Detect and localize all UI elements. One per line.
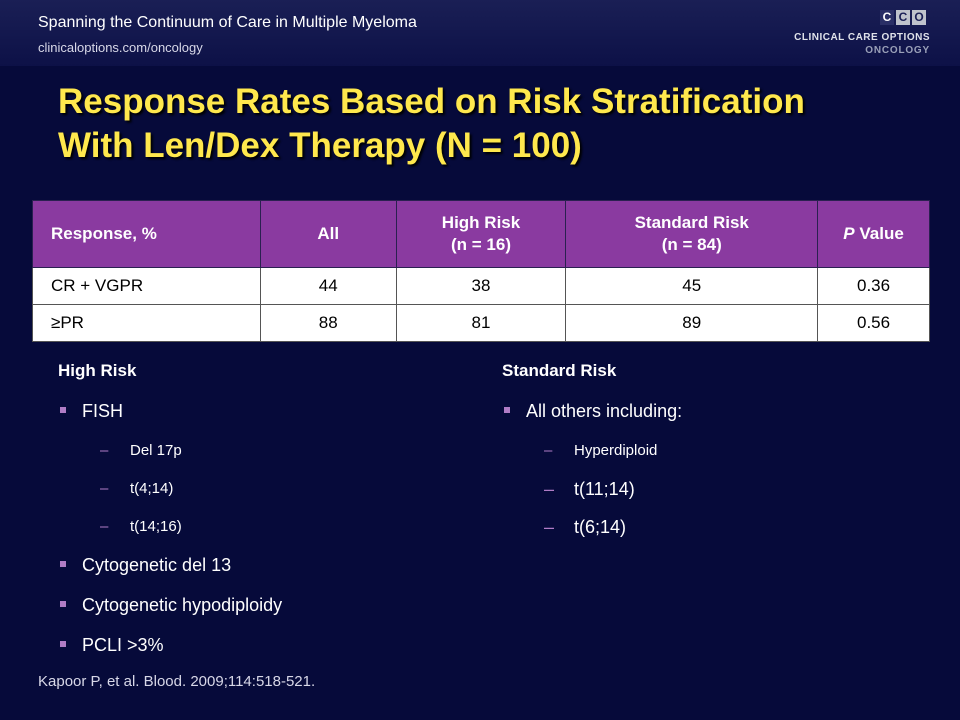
dash-bullet-icon: – (100, 442, 109, 459)
logo-box-2: C (896, 10, 910, 25)
square-bullet-icon (60, 561, 66, 567)
bullet-item: All others including: (502, 398, 922, 424)
bullet-text: All others including: (526, 401, 683, 421)
square-bullet-icon (60, 407, 66, 413)
sub-bullet-item: – t(6;14) (502, 516, 922, 538)
table-cell: 45 (565, 267, 819, 305)
table-cell: CR + VGPR (32, 267, 261, 305)
table-cell: 81 (395, 304, 567, 342)
slide-title-line-2: With Len/Dex Therapy (N = 100) (58, 126, 582, 165)
sub-bullet-text: t(4;14) (130, 480, 174, 497)
column-header-p-value: P Value (817, 200, 930, 268)
table-cell: 44 (259, 267, 397, 305)
table-cell: 88 (259, 304, 397, 342)
square-bullet-icon (504, 407, 510, 413)
table-row: CR + VGPR 44 38 45 0.36 (32, 267, 930, 305)
clinical-care-options-logo: C C O CLINICAL CARE OPTIONS ONCOLOGY (794, 10, 934, 60)
sub-bullet-text: t(6;14) (574, 517, 627, 537)
logo-letter-boxes: C C O (880, 10, 926, 25)
bullet-item: FISH (58, 398, 478, 424)
column-header-high-risk-n: (n = 16) (451, 235, 511, 254)
table-header-row: Response, % All High Risk (n = 16) Stand… (32, 200, 930, 268)
slide-title-line-1: Response Rates Based on Risk Stratificat… (58, 82, 805, 121)
table-cell: 0.56 (817, 304, 930, 342)
column-header-standard-risk-label: Standard Risk (634, 213, 749, 232)
table-cell: 89 (565, 304, 819, 342)
column-header-high-risk: High Risk (n = 16) (395, 200, 567, 268)
sub-bullet-item: – t(14;16) (58, 516, 478, 538)
column-header-p-italic: P (843, 224, 855, 243)
column-header-high-risk-label: High Risk (441, 213, 521, 232)
logo-box-1: C (880, 10, 894, 25)
website-url: clinicaloptions.com/oncology (38, 40, 203, 55)
presentation-title: Spanning the Continuum of Care in Multip… (38, 14, 417, 31)
sub-bullet-text: Hyperdiploid (574, 442, 658, 459)
table-cell: ≥PR (32, 304, 261, 342)
dash-bullet-icon: – (544, 517, 555, 537)
table-cell: 0.36 (817, 267, 930, 305)
standard-risk-heading: Standard Risk (502, 361, 617, 380)
sub-bullet-item: – Del 17p (58, 440, 478, 462)
column-header-all: All (259, 200, 397, 268)
slide-title: Response Rates Based on Risk Stratificat… (58, 80, 938, 168)
sub-bullet-text: t(11;14) (574, 479, 635, 499)
bullet-text: Cytogenetic hypodiploidy (82, 595, 283, 615)
dash-bullet-icon: – (100, 518, 109, 535)
bullet-item: Cytogenetic del 13 (58, 552, 478, 578)
logo-text-secondary: ONCOLOGY (865, 45, 930, 56)
dash-bullet-icon: – (544, 479, 555, 499)
response-rates-table: Response, % All High Risk (n = 16) Stand… (32, 200, 930, 342)
column-header-standard-risk-n: (n = 84) (661, 235, 722, 254)
bullet-text: FISH (82, 401, 124, 421)
bullet-text: PCLI >3% (82, 635, 164, 655)
square-bullet-icon (60, 601, 66, 607)
sub-bullet-item: – t(11;14) (502, 478, 922, 500)
sub-bullet-item: – Hyperdiploid (502, 440, 922, 462)
logo-text-primary: CLINICAL CARE OPTIONS (794, 32, 930, 43)
dash-bullet-icon: – (544, 442, 553, 459)
sub-bullet-item: – t(4;14) (58, 478, 478, 500)
bullet-text: Cytogenetic del 13 (82, 555, 232, 575)
column-header-response-label: Response, % (51, 224, 157, 243)
table-cell: 38 (395, 267, 567, 305)
square-bullet-icon (60, 641, 66, 647)
logo-box-3: O (912, 10, 926, 25)
table-row: ≥PR 88 81 89 0.56 (32, 304, 930, 342)
column-header-standard-risk: Standard Risk (n = 84) (565, 200, 819, 268)
column-header-all-label: All (317, 224, 340, 243)
column-header-p-value-label: Value (854, 224, 904, 243)
sub-bullet-text: t(14;16) (130, 518, 182, 535)
column-header-response: Response, % (32, 200, 261, 268)
citation: Kapoor P, et al. Blood. 2009;114:518-521… (38, 673, 316, 690)
sub-bullet-text: Del 17p (130, 442, 182, 459)
high-risk-column: High Risk FISH – Del 17p – t(4;14) – t(14;1… (58, 358, 478, 658)
high-risk-heading: High Risk (58, 361, 137, 380)
standard-risk-column: Standard Risk All others including: – Hyp… (502, 358, 922, 538)
dash-bullet-icon: – (100, 480, 109, 497)
bullet-item: Cytogenetic hypodiploidy (58, 592, 478, 618)
header-bar: Spanning the Continuum of Care in Multip… (0, 0, 960, 66)
bullet-item: PCLI >3% (58, 632, 478, 658)
